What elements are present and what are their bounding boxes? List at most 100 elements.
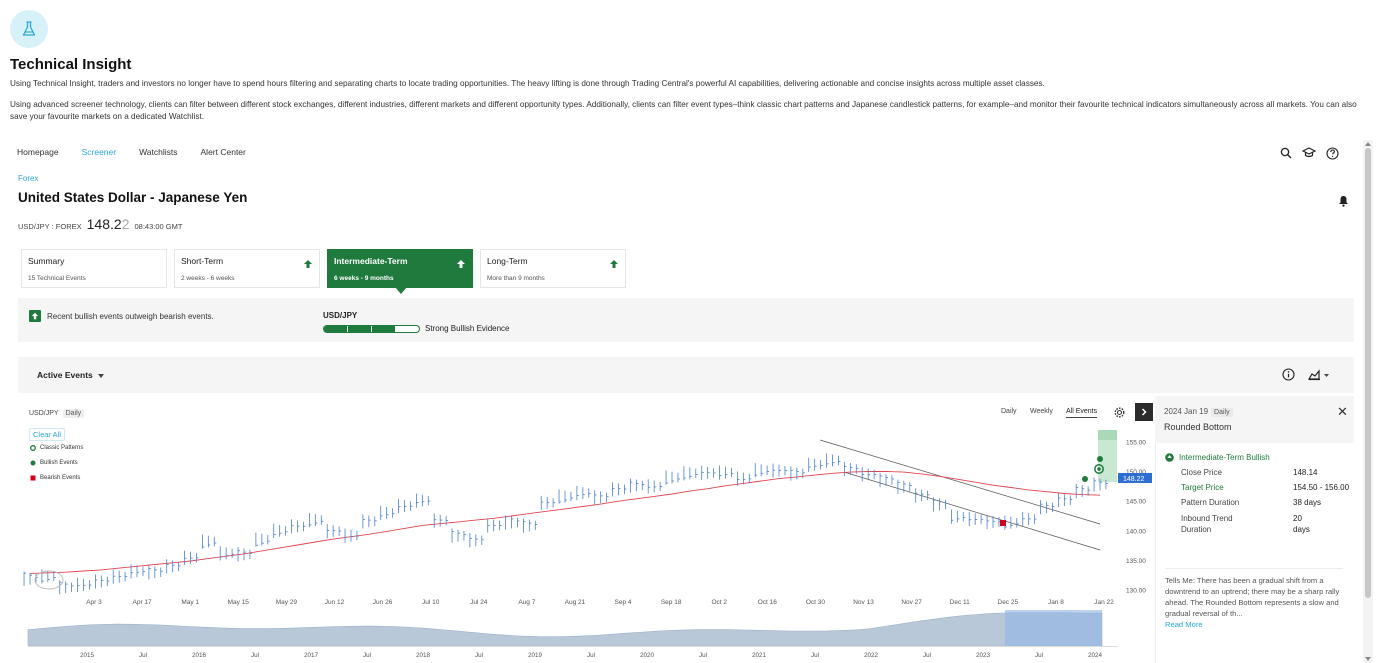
last-price-tag xyxy=(1118,473,1152,483)
overview-tick-label: 2016 xyxy=(192,652,207,659)
x-tick-label: Aug 7 xyxy=(518,599,535,606)
bell-icon[interactable] xyxy=(1338,194,1349,212)
arrow-up-icon xyxy=(303,256,313,274)
info-icon[interactable] xyxy=(1282,368,1295,386)
x-tick-label: Apr 17 xyxy=(133,599,153,606)
x-tick-label: Jun 26 xyxy=(373,599,393,606)
x-tick-label: Jun 12 xyxy=(325,599,345,606)
overview-selection xyxy=(1005,610,1102,646)
intro-paragraph-2: Using advanced screener technology, clie… xyxy=(10,100,1357,121)
x-tick-label: Dec 25 xyxy=(998,599,1019,606)
x-tick-label: Jan 8 xyxy=(1048,599,1064,606)
symbol-label: USD/JPY : FOREX xyxy=(18,222,82,231)
last-price-tag-text: 148.22 xyxy=(1123,476,1145,483)
classic-pattern-marker xyxy=(1094,464,1104,474)
overview-tick-label: 2018 xyxy=(416,652,431,659)
tab-summary[interactable]: Summary 15 Technical Events xyxy=(21,249,167,288)
x-tick-label: Oct 2 xyxy=(711,599,727,606)
overview-tick-label: Jul xyxy=(139,652,147,659)
x-tick-label: Sep 4 xyxy=(615,599,632,606)
read-more-link[interactable]: Read More xyxy=(1165,620,1203,629)
overview-tick-label: Jul xyxy=(1035,652,1043,659)
tab-watchlists[interactable]: Watchlists xyxy=(139,147,178,157)
tab-alert-center[interactable]: Alert Center xyxy=(200,147,246,157)
x-tick-label: Nov 27 xyxy=(901,599,922,606)
overview-tick-label: 2017 xyxy=(304,652,319,659)
x-tick-label: Jan 22 xyxy=(1094,599,1114,606)
channel-lower xyxy=(843,471,1101,551)
chart-pair: USD/JPY Daily xyxy=(29,409,85,418)
bullish-event-marker xyxy=(1082,476,1088,482)
channel-upper xyxy=(819,439,1101,525)
overview-tick-label: 2024 xyxy=(1088,652,1103,659)
tab-homepage[interactable]: Homepage xyxy=(17,147,59,157)
overview-tick-label: 2015 xyxy=(80,652,95,659)
evidence-label: Strong Bullish Evidence xyxy=(425,324,510,333)
period-weekly[interactable]: Weekly xyxy=(1030,408,1053,415)
overview-tick-label: 2021 xyxy=(752,652,767,659)
event-pattern-name: Rounded Bottom xyxy=(1164,422,1232,432)
x-tick-label: Nov 13 xyxy=(853,599,874,606)
tab-long-term[interactable]: Long-Term More than 9 months xyxy=(480,249,626,288)
quote-time: 08:43:00 GMT xyxy=(134,222,183,231)
clear-all-button[interactable]: Clear All xyxy=(29,428,65,441)
chart-type-icon[interactable] xyxy=(1307,368,1330,386)
chart-area[interactable]: USD/JPY Daily Clear All Classic Patterns … xyxy=(18,396,1154,663)
event-signal: Intermediate-Term Bullish xyxy=(1165,453,1270,462)
term-tabs: Summary 15 Technical Events Short-Term 2… xyxy=(21,249,626,294)
tab-short-term[interactable]: Short-Term 2 weeks - 6 weeks xyxy=(174,249,320,288)
x-tick-label: Jul 10 xyxy=(422,599,440,606)
y-tick-label: 140.00 xyxy=(1126,528,1146,535)
scroll-down-icon[interactable] xyxy=(1365,657,1371,661)
period-daily[interactable]: Daily xyxy=(1001,408,1017,415)
widget-panel xyxy=(10,136,1362,663)
scrollbar-thumb[interactable] xyxy=(1365,148,1371,598)
price-chart[interactable]: 130.00 135.00 140.00 145.00 150.00 155.00 Apr… xyxy=(18,396,1154,663)
detail-target-price: Target Price 154.50 - 156.00 xyxy=(1181,483,1350,492)
bullish-arrow-icon xyxy=(29,310,41,322)
y-tick-label: 155.00 xyxy=(1126,439,1146,446)
gear-icon[interactable] xyxy=(1114,405,1125,423)
help-icon[interactable] xyxy=(1325,146,1339,160)
classic-pattern-marker xyxy=(1097,467,1101,471)
x-tick-label: May 1 xyxy=(181,599,199,606)
top-nav: Homepage Screener Watchlists Alert Cente… xyxy=(17,147,269,157)
x-tick-label: Dec 11 xyxy=(950,599,970,606)
active-events-dropdown[interactable]: Active Events xyxy=(37,370,104,380)
pattern-start-marker xyxy=(34,570,64,590)
arrow-up-icon xyxy=(609,256,619,274)
events-toolbar: Active Events xyxy=(18,357,1354,393)
search-icon[interactable] xyxy=(1279,146,1293,160)
overview-tick-label: Jul xyxy=(587,652,595,659)
intro-paragraph-1: Using Technical Insight, traders and inv… xyxy=(10,79,1045,88)
y-tick-label: 135.00 xyxy=(1126,558,1146,565)
breadcrumb-category[interactable]: Forex xyxy=(18,174,39,183)
overview-tick-label: 2020 xyxy=(640,652,655,659)
x-tick-label: Aug 21 xyxy=(565,599,586,606)
instrument-name: United States Dollar - Japanese Yen xyxy=(18,190,248,205)
legend-classic-patterns[interactable]: Classic Patterns xyxy=(30,445,83,451)
y-tick-label: 145.00 xyxy=(1126,499,1146,506)
flask-icon xyxy=(10,10,48,48)
legend-bullish-events[interactable]: Bullish Events xyxy=(30,460,78,466)
x-tick-label: May 15 xyxy=(228,599,250,606)
arrow-up-icon xyxy=(456,256,466,274)
tab-screener[interactable]: Screener xyxy=(81,147,117,157)
collapse-panel-button[interactable] xyxy=(1135,403,1153,421)
overview-tick-label: 2023 xyxy=(976,652,991,659)
moving-average-line xyxy=(29,471,1101,574)
legend-bearish-events[interactable]: Bearish Events xyxy=(30,475,80,481)
detail-pattern-duration: Pattern Duration 38 days xyxy=(1181,498,1322,507)
x-tick-label: Sep 18 xyxy=(661,599,682,606)
tab-intermediate-term[interactable]: Intermediate-Term 6 weeks - 9 months xyxy=(327,249,473,294)
event-description: Tells Me: There has been a gradual shift… xyxy=(1165,568,1343,630)
close-icon[interactable]: ✕ xyxy=(1337,404,1348,419)
period-all-events[interactable]: All Events xyxy=(1066,408,1098,418)
overview-tick-label: 2019 xyxy=(528,652,543,659)
graduation-cap-icon[interactable] xyxy=(1302,146,1316,160)
scroll-up-icon[interactable] xyxy=(1365,142,1371,146)
event-detail-body: Intermediate-Term Bullish Close Price 148… xyxy=(1155,443,1354,663)
y-tick-label: 150.00 xyxy=(1126,469,1146,476)
scrollbar[interactable] xyxy=(1363,140,1373,663)
summary-pair: USD/JPY xyxy=(323,311,358,320)
